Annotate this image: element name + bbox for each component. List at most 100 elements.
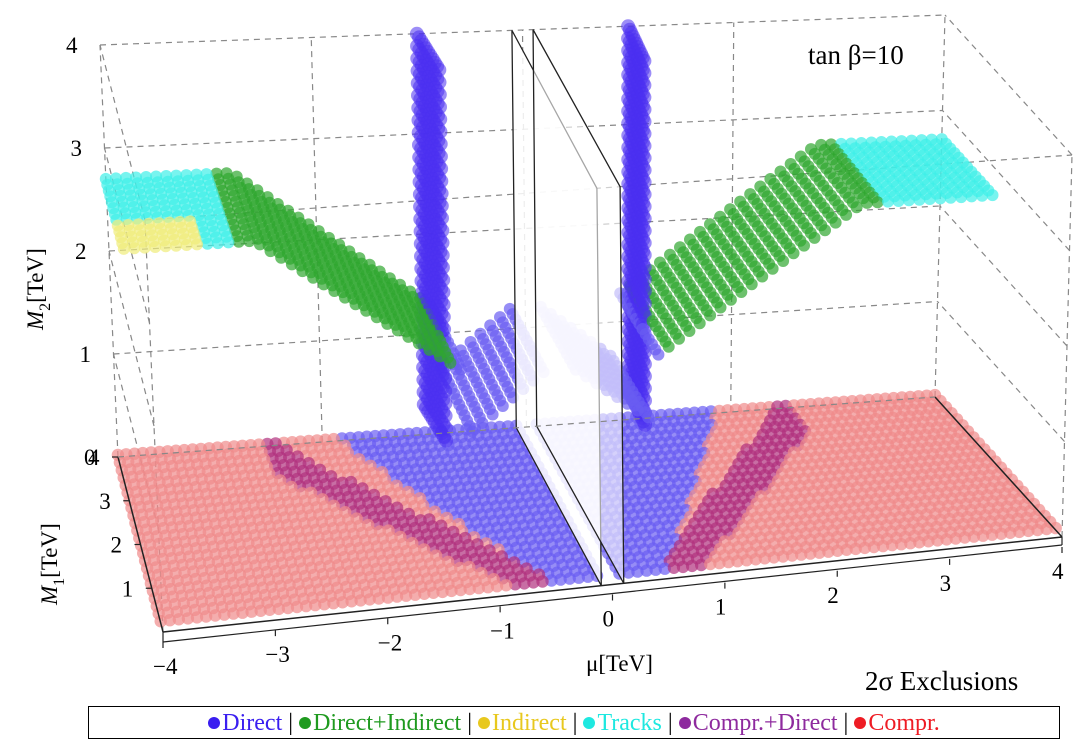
data-point (858, 541, 871, 555)
annotation-tanbeta: tan β=10 (808, 40, 904, 70)
data-point (318, 598, 331, 611)
x-tick-label: −2 (378, 630, 402, 655)
data-point (438, 396, 453, 411)
data-point (740, 554, 753, 567)
data-point (381, 317, 394, 330)
data-point (1031, 523, 1044, 537)
data-point (476, 417, 489, 429)
grid-line (112, 353, 160, 530)
data-point (427, 586, 440, 599)
data-point (713, 556, 726, 570)
data-point (849, 542, 862, 556)
data-point (472, 581, 485, 595)
data-point (785, 549, 799, 562)
data-point (433, 112, 448, 127)
data-point (360, 304, 373, 317)
data-point (227, 607, 240, 620)
legend-dot (478, 716, 490, 729)
data-point (892, 195, 905, 207)
legend-item-tracks: Tracks (583, 708, 662, 738)
data-point (840, 543, 853, 556)
grid-line (939, 205, 1068, 347)
data-point (245, 605, 258, 618)
data-point (967, 530, 981, 543)
data-point (439, 433, 454, 448)
legend-item-direct: Direct (208, 708, 282, 738)
data-point (704, 309, 717, 322)
data-point (637, 78, 652, 93)
data-point (637, 175, 652, 190)
data-point (895, 538, 908, 551)
data-point (637, 211, 652, 226)
data-point (434, 161, 449, 176)
legend-item-compr-direct: Compr.+Direct (678, 708, 838, 738)
data-point (336, 596, 349, 609)
data-point (923, 193, 936, 205)
data-point (850, 201, 863, 214)
legend-dot (583, 716, 596, 729)
x-tick-label: 1 (715, 595, 727, 620)
data-point (776, 550, 790, 563)
x-tick-label: 2 (827, 583, 839, 608)
data-point (819, 224, 831, 237)
data-point (432, 87, 447, 102)
data-point (418, 587, 431, 600)
data-point (642, 411, 655, 424)
data-point (722, 555, 735, 569)
data-point (436, 285, 451, 300)
legend-separator: | (667, 709, 673, 736)
legend-separator: | (467, 709, 472, 736)
data-point (211, 237, 224, 250)
svg-text:M2[TeV]: M2[TeV] (23, 248, 54, 331)
data-point (128, 242, 141, 255)
data-point (264, 245, 277, 258)
grid-line (99, 44, 119, 458)
data-point (339, 291, 351, 304)
data-point (931, 534, 944, 547)
z-tick-label: 3 (71, 136, 83, 161)
data-point (731, 555, 744, 568)
data-point (433, 137, 448, 151)
data-point (724, 293, 737, 306)
data-point (253, 238, 266, 251)
data-point (637, 151, 652, 165)
data-point (486, 408, 499, 421)
data-point (209, 609, 222, 622)
data-point (390, 590, 404, 603)
legend-item-compr: Compr. (854, 708, 940, 738)
legend-separator: | (843, 709, 849, 736)
data-point (463, 582, 476, 596)
data-point (904, 537, 917, 550)
data-point (496, 400, 509, 412)
data-point (438, 371, 452, 386)
data-point (290, 600, 304, 614)
data-point (402, 330, 415, 343)
data-point (454, 363, 467, 376)
x-tick-label: 3 (940, 571, 952, 596)
data-point (222, 236, 235, 249)
grid-line (108, 250, 155, 427)
data-point (808, 231, 821, 244)
data-point (637, 357, 652, 372)
data-point (798, 239, 810, 252)
data-point (637, 369, 652, 384)
data-point (637, 163, 652, 178)
data-point (434, 198, 449, 213)
data-point (433, 124, 448, 139)
grid-line (937, 301, 1065, 442)
data-point (876, 539, 890, 553)
data-point (159, 240, 172, 253)
data-point (976, 189, 989, 202)
z-tick-label: 2 (75, 239, 87, 264)
legend-separator: | (572, 709, 578, 736)
data-point (190, 611, 204, 624)
data-point (170, 239, 183, 252)
data-point (518, 577, 531, 590)
legend-dot (299, 716, 312, 729)
data-point (232, 235, 245, 248)
data-point (637, 381, 652, 396)
data-point (149, 241, 162, 253)
legend-label: Compr. (868, 709, 940, 736)
data-point (381, 591, 395, 604)
